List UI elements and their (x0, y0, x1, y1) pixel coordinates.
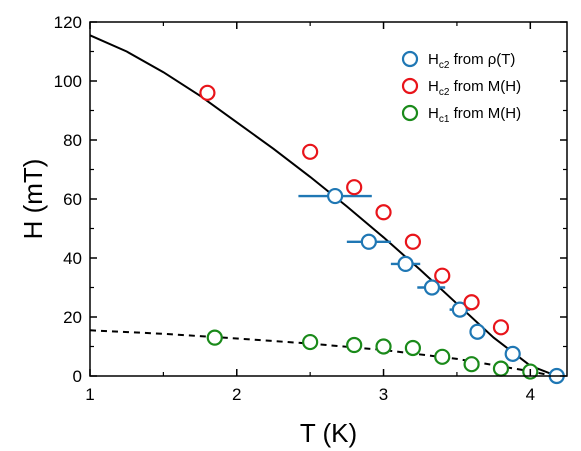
y-tick-label: 80 (63, 131, 82, 150)
x-axis-title: T (K) (300, 418, 357, 448)
x-tick-label: 3 (379, 385, 388, 404)
data-point (397, 255, 414, 272)
x-tick-label: 2 (232, 385, 241, 404)
data-point (469, 323, 486, 340)
data-point (327, 187, 344, 205)
data-point (492, 360, 510, 377)
y-axis-title: H (mT) (18, 159, 48, 240)
legend-marker (401, 50, 419, 68)
y-tick-label: 20 (63, 308, 82, 327)
y-tick-label: 120 (54, 13, 82, 32)
data-point (492, 319, 510, 336)
legend: Hc2 from ρ(T) Hc2 from M(H) Hc1 from M(H) (401, 50, 521, 125)
data-point (206, 329, 223, 346)
y-tick-label: 0 (73, 367, 82, 386)
data-point (404, 233, 421, 250)
legend-label: Hc2 from M(H) (428, 78, 521, 98)
data-point (423, 279, 441, 296)
data-point (463, 356, 480, 373)
legend-marker (401, 104, 419, 122)
data-point (375, 204, 392, 221)
data-point (302, 333, 319, 351)
data-point (346, 336, 363, 354)
y-tick-label: 40 (63, 249, 82, 268)
data-point (434, 267, 451, 284)
legend-marker (401, 77, 419, 95)
data-point (360, 233, 377, 250)
data-point (463, 294, 480, 311)
data-point (346, 179, 363, 196)
legend-label: Hc1 from M(H) (428, 105, 521, 125)
plot-area (89, 34, 565, 385)
x-tick-label: 1 (85, 385, 94, 404)
data-point (404, 339, 421, 357)
x-tick-label: 4 (526, 385, 535, 404)
y-tick-label: 100 (54, 72, 82, 91)
data-point (451, 301, 468, 318)
data-point (504, 345, 521, 362)
data-point (375, 338, 392, 355)
data-point (302, 143, 319, 160)
data-point (434, 348, 451, 365)
data-point (199, 84, 216, 101)
y-tick-label: 60 (63, 190, 82, 209)
legend-label: Hc2 from ρ(T) (428, 51, 515, 71)
